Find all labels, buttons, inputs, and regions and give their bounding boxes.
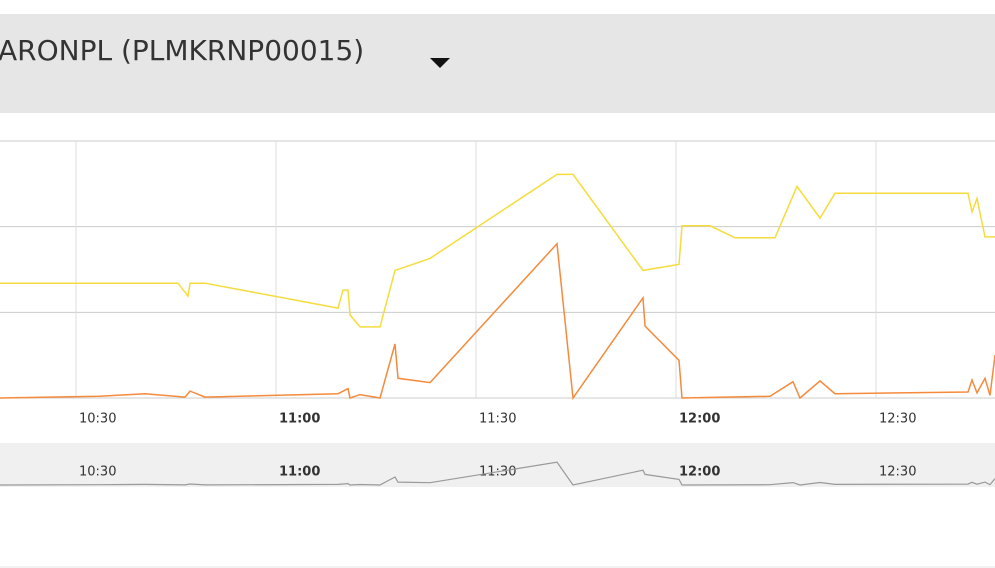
navigator-tick-label: 11:00: [279, 465, 320, 480]
navigator: [0, 443, 995, 487]
dropdown-arrow[interactable]: [430, 58, 450, 68]
navigator-tick-label: 10:30: [79, 465, 116, 480]
navigator-tick-label: 12:00: [679, 465, 720, 480]
navigator-line: [0, 461, 995, 486]
series-line: [0, 173, 995, 328]
header-bar: [0, 14, 995, 113]
x-tick-label: 11:30: [479, 412, 516, 427]
x-tick-label: 12:30: [879, 412, 916, 427]
x-tick-label: 12:00: [679, 412, 720, 427]
x-tick-label: 11:00: [279, 412, 320, 427]
x-tick-label: 10:30: [79, 412, 116, 427]
series-line: [0, 242, 995, 401]
navigator-tick-label: 12:30: [879, 465, 916, 480]
chart-title: ARONPL (PLMKRNP00015): [0, 34, 364, 67]
